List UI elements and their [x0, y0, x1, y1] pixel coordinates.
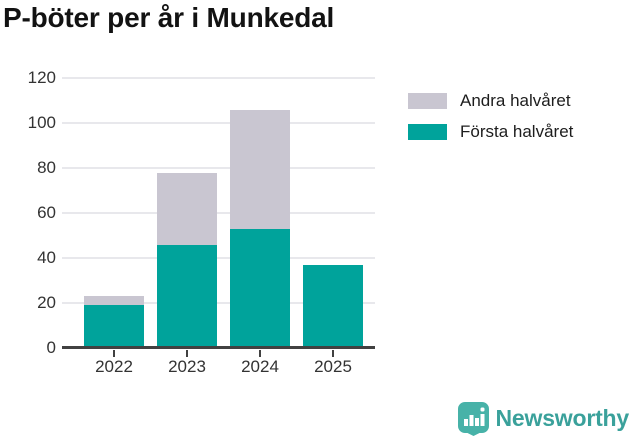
x-axis-tick: [113, 350, 115, 357]
x-axis-tick: [186, 350, 188, 357]
bar-forsta-halvaret-2023: [157, 244, 217, 348]
y-tick-label: 100: [27, 113, 56, 132]
bar-andra-halvaret-2023: [157, 172, 217, 245]
y-tick-label: 60: [37, 203, 56, 222]
x-axis-labels: 2022 2023 2024 2025: [62, 357, 375, 379]
gridline: [62, 257, 375, 259]
newsworthy-logo-text: Newsworthy: [495, 405, 630, 431]
x-tick-label: 2023: [168, 357, 206, 376]
gridline: [62, 167, 375, 169]
y-tick-label: 120: [27, 68, 56, 87]
bar-andra-halvaret-2024: [230, 109, 290, 229]
x-tick-label: 2024: [241, 357, 279, 376]
legend-swatch-forsta-halvaret: [408, 124, 447, 140]
x-axis-tick: [332, 350, 334, 357]
gridline: [62, 122, 375, 124]
y-axis-labels: 0 20 40 60 80 100 120: [0, 68, 56, 357]
bar-forsta-halvaret-2022: [84, 305, 144, 348]
x-tick-label: 2022: [95, 357, 133, 376]
legend-item-forsta-halvaret: Första halvåret: [408, 122, 573, 142]
x-tick-label: 2025: [314, 357, 352, 376]
legend-label-forsta-halvaret: Första halvåret: [460, 122, 574, 141]
newsworthy-logo: Newsworthy: [457, 401, 629, 436]
y-tick-label: 20: [37, 293, 56, 312]
y-tick-label: 80: [37, 158, 56, 177]
legend-swatch-andra-halvaret: [408, 93, 447, 109]
legend: Andra halvåret Första halvåret: [408, 91, 573, 153]
gridline: [62, 77, 375, 79]
y-tick-label: 40: [37, 248, 56, 267]
legend-item-andra-halvaret: Andra halvåret: [408, 91, 573, 111]
bar-forsta-halvaret-2025: [303, 264, 363, 348]
x-axis-tick: [259, 350, 261, 357]
bar-forsta-halvaret-2024: [230, 228, 290, 348]
plot-area: [62, 77, 375, 357]
bar-andra-halvaret-2022: [84, 296, 144, 306]
x-axis-line: [62, 346, 375, 349]
chart-title: P-böter per år i Munkedal: [3, 2, 335, 33]
legend-label-andra-halvaret: Andra halvåret: [460, 91, 571, 110]
gridline: [62, 302, 375, 304]
gridline: [62, 212, 375, 214]
y-tick-label: 0: [46, 338, 56, 357]
bar-chart-speech-bubble-icon: [457, 402, 489, 436]
